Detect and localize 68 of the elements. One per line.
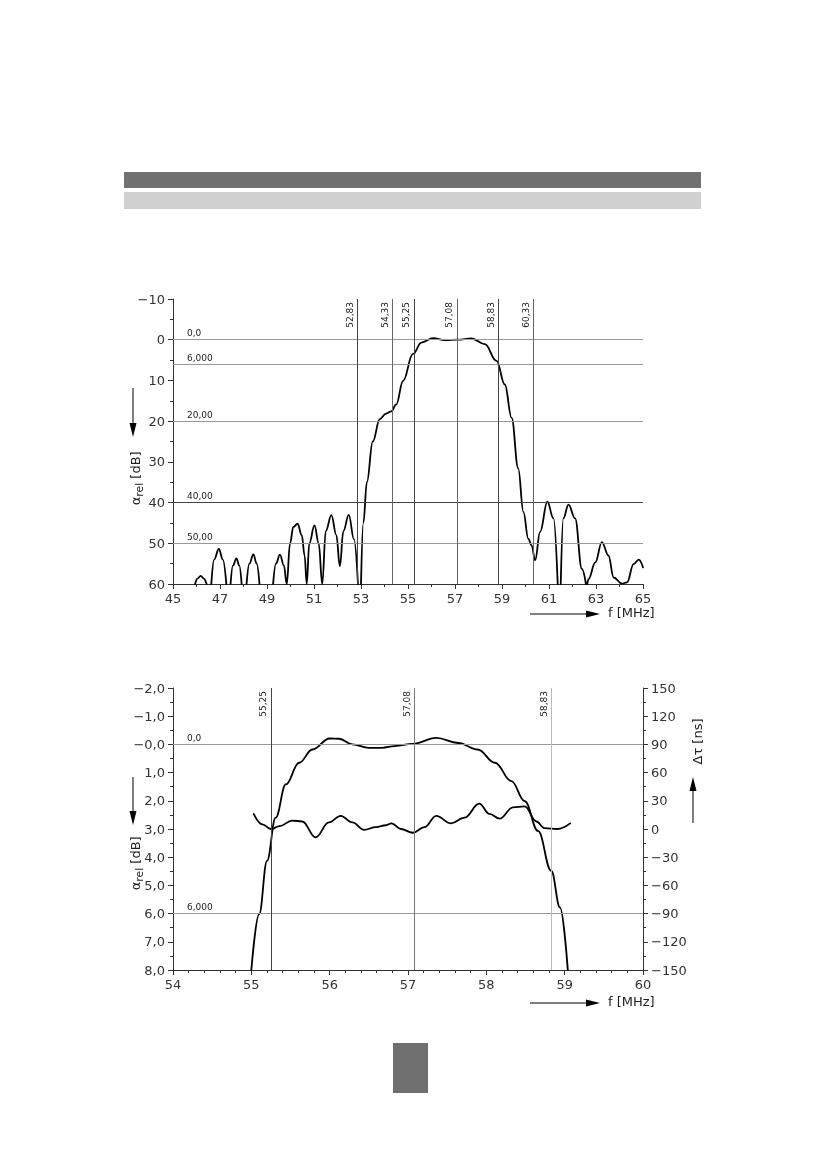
y-tick-label: 10	[148, 372, 165, 388]
y2-tick-label: 150	[651, 680, 676, 696]
y2-axis-title: Δτ [ns]	[689, 717, 705, 765]
y-tick-label: 40	[148, 495, 165, 511]
x-tick-label: 58	[478, 977, 495, 992]
x-tick-label: 49	[258, 591, 276, 606]
x-tick-label: 47	[211, 591, 229, 606]
ref-line-label: 6,000	[187, 352, 214, 363]
ref-line-label: 54,33	[379, 302, 390, 328]
y2-tick-label: −120	[651, 934, 687, 950]
y2-tick-label: 90	[651, 736, 668, 752]
x-tick-label: 45	[164, 591, 182, 606]
x-tick-label: 51	[305, 591, 323, 606]
y-tick-label: 8,0	[144, 962, 165, 978]
y-tick-label: −2,0	[133, 680, 165, 696]
y2-tick-label: 120	[651, 708, 676, 724]
y2-tick-label: −30	[651, 849, 679, 865]
ref-line-label: 55,25	[258, 691, 269, 717]
ref-line-label: 58,83	[485, 302, 496, 328]
line-series	[250, 737, 569, 971]
x-tick-label: 55	[399, 591, 417, 606]
y2-tick-label: 0	[651, 821, 660, 837]
y-tick-label: 3,0	[144, 821, 165, 837]
y-tick-label: 1,0	[144, 765, 165, 781]
y-tick-label: −0,0	[133, 736, 165, 752]
y2-tick-label: −60	[651, 877, 679, 893]
y2-tick-label: −90	[651, 906, 679, 922]
x-tick-label: 57	[446, 591, 464, 606]
y2-tick-label: 60	[651, 765, 668, 781]
x-tick-label: 60	[634, 977, 652, 992]
ref-line-label: 58,83	[538, 691, 549, 717]
ref-line-label: 0,0	[187, 732, 202, 743]
y-tick-label: −10	[137, 291, 165, 307]
ref-line-label: 50,00	[187, 531, 214, 542]
x-axis-title: f [MHz]	[608, 605, 655, 620]
y-tick-label: 30	[148, 454, 165, 470]
x-tick-label: 63	[587, 591, 605, 606]
y-tick-label: 4,0	[144, 849, 165, 865]
ref-line-label: 52,83	[344, 302, 355, 328]
x-tick-label: 55	[243, 977, 260, 992]
ref-line-label: 57,08	[401, 690, 412, 717]
y-tick-label: −1,0	[133, 708, 165, 724]
x-tick-label: 57	[399, 977, 417, 992]
x-axis-title: f [MHz]	[608, 994, 655, 1009]
y-tick-label: 6,0	[144, 906, 165, 922]
ref-line-label: 60,33	[520, 302, 531, 328]
y-tick-label: 5,0	[144, 877, 165, 893]
x-tick-label: 54	[164, 977, 182, 992]
x-tick-label: 53	[352, 591, 370, 606]
y-tick-label: 7,0	[144, 934, 165, 950]
x-tick-label: 59	[493, 591, 511, 606]
y-tick-label: 50	[148, 535, 165, 551]
x-tick-label: 65	[634, 591, 652, 606]
ref-line-label: 20,00	[187, 409, 214, 420]
ref-line-label: 40,00	[187, 491, 214, 502]
y2-tick-label: 30	[651, 793, 668, 809]
ref-line-label: 55,25	[401, 302, 412, 328]
x-tick-label: 59	[556, 977, 573, 992]
ref-line-label: 57,08	[444, 301, 455, 328]
y2-tick-label: −150	[651, 962, 687, 978]
y-tick-label: 20	[148, 413, 165, 429]
x-tick-label: 61	[540, 591, 558, 606]
x-tick-label: 56	[321, 977, 338, 992]
y-tick-label: 0	[156, 332, 165, 348]
ref-line-label: 6,000	[187, 902, 214, 913]
y-tick-label: 60	[148, 576, 165, 592]
y-tick-label: 2,0	[144, 793, 165, 809]
ref-line-label: 0,0	[187, 328, 202, 339]
